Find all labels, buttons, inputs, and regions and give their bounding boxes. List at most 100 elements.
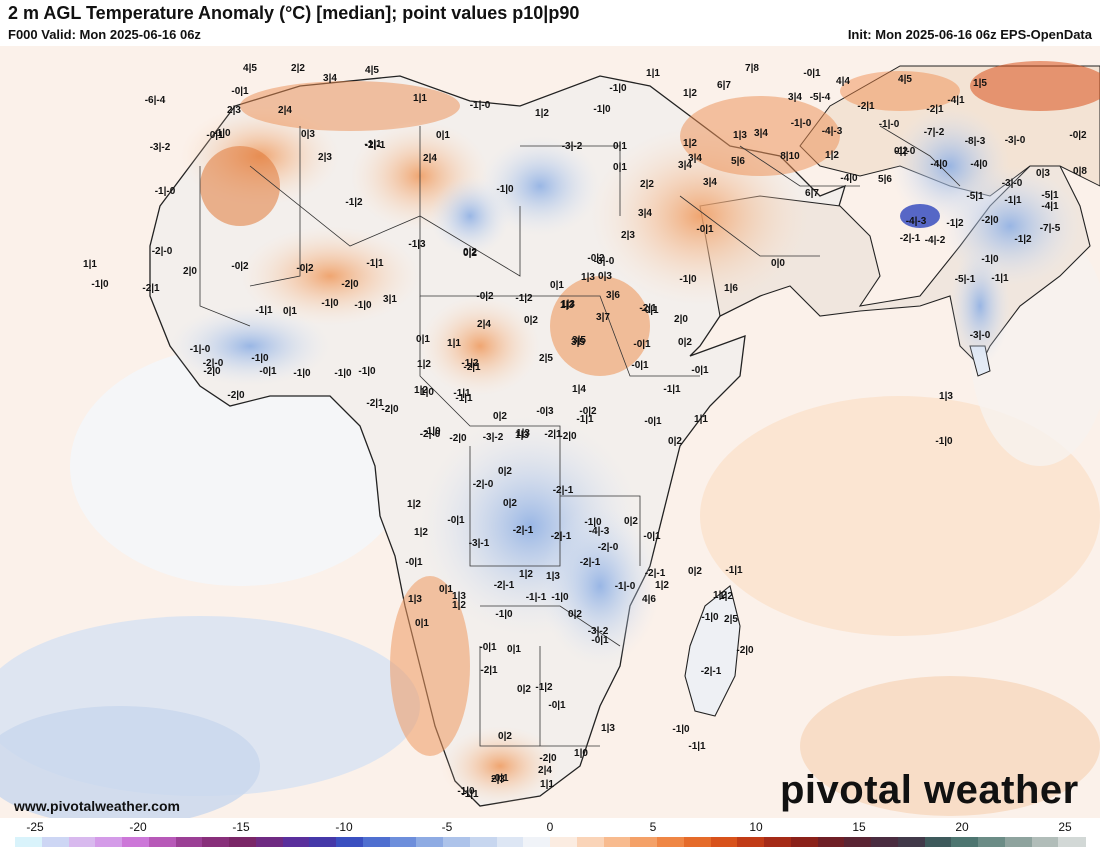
- colorbar-tick-label: 0: [546, 820, 554, 834]
- point-value-label: 1|1: [694, 414, 708, 425]
- anomaly-map[interactable]: 4|5 2|2 3|4 4|5 -6|-4 -0|1 2|3 2|4 -1|0 1|1 -1|-0 1…: [0, 46, 1100, 818]
- point-value-label: -2|1: [142, 283, 160, 294]
- point-value-label: -1|0: [495, 609, 513, 620]
- point-value-label: -1|1: [991, 273, 1009, 284]
- point-value-label: -1|0: [679, 274, 697, 285]
- point-value-label: 2|3: [227, 105, 241, 116]
- point-value-label: 0|2: [688, 566, 702, 577]
- point-value-label: -1|1: [1004, 195, 1022, 206]
- point-value-label: -2|0: [981, 215, 999, 226]
- point-value-label: -2|1: [639, 303, 657, 314]
- point-value-label: 3|7: [596, 312, 610, 323]
- colorbar-swatch: [1031, 837, 1059, 847]
- point-value-label: 3|4: [788, 92, 802, 103]
- point-value-label: 1|3: [560, 300, 574, 311]
- point-value-label: -0|1: [633, 339, 651, 350]
- point-value-label: 0|3: [301, 129, 315, 140]
- point-value-label: 1|3: [516, 428, 530, 439]
- point-value-label: 1|2: [414, 385, 428, 396]
- point-value-label: 1|3: [515, 430, 529, 441]
- point-value-label: -2|-1: [553, 485, 574, 496]
- point-value-label: -2|0: [341, 279, 359, 290]
- point-value-label: 0|1: [613, 162, 627, 173]
- colorbar-swatch: [496, 837, 524, 847]
- point-value-label: -2|-1: [645, 568, 666, 579]
- point-value-label: -6|-4: [145, 95, 166, 106]
- point-value-label: -1|-0: [895, 146, 916, 157]
- point-value-label: -0|2: [1069, 130, 1087, 141]
- point-value-label: -0|2: [587, 253, 605, 264]
- point-value-label: 2|3: [318, 152, 332, 163]
- point-value-label: 3|4: [323, 73, 337, 84]
- point-value-label: 0|8: [1073, 166, 1087, 177]
- colorbar-swatch: [710, 837, 738, 847]
- point-values-layer: 4|5 2|23|44|5-6|-4-0|12|3 2|4-1|01|1-1|-01…: [83, 63, 1087, 800]
- colorbar-swatch: [817, 837, 845, 847]
- point-value-label: 2|4: [477, 319, 491, 330]
- point-value-label: 2|2: [640, 179, 654, 190]
- point-value-label: 6|7: [717, 80, 731, 91]
- point-value-label: 0|1: [439, 584, 453, 595]
- point-value-label: -1|0: [358, 366, 376, 377]
- point-value-label: -2|-0: [152, 246, 173, 257]
- header: 2 m AGL Temperature Anomaly (°C) [median…: [0, 0, 1100, 46]
- point-value-label: -1|1: [455, 393, 473, 404]
- point-value-label: 1|3: [601, 723, 615, 734]
- website-label: www.pivotalweather.com: [14, 798, 180, 814]
- point-value-label: -1|-0: [470, 100, 491, 111]
- colorbar-tick-label: -10: [335, 820, 353, 834]
- point-value-label: -8|-3: [965, 136, 986, 147]
- point-value-label: -4|-2: [925, 235, 946, 246]
- point-value-label: -4|0: [930, 159, 948, 170]
- colorbar-tick-label: -15: [232, 820, 250, 834]
- point-value-label: -2|0: [736, 645, 754, 656]
- point-value-label: -1|-0: [615, 581, 636, 592]
- point-value-label: -1|0: [609, 83, 627, 94]
- point-value-label: -1|-0: [190, 344, 211, 355]
- land-anomaly-shading: [170, 61, 1100, 806]
- point-value-label: 0|0: [771, 258, 785, 269]
- point-value-label: 0|2: [624, 516, 638, 527]
- point-value-label: 2|4: [423, 153, 437, 164]
- colorbar-swatch: [416, 837, 444, 847]
- point-value-label: -2|0: [539, 753, 557, 764]
- point-value-label: 4|4: [836, 76, 850, 87]
- point-value-label: -2|1: [463, 362, 481, 373]
- point-value-label: -1|0: [935, 436, 953, 447]
- point-value-label: -7|-2: [924, 127, 945, 138]
- pivotal-weather-logo: pivotal weather: [780, 768, 1079, 812]
- map-canvas[interactable]: 4|5 2|23|44|5-6|-4-0|12|3 2|4-1|01|1-1|-01…: [0, 46, 1100, 818]
- point-value-label: 2|0: [183, 266, 197, 277]
- point-value-label: 0|2: [463, 248, 477, 259]
- point-value-label: 2|3: [491, 774, 505, 785]
- point-value-label: -3|-1: [469, 538, 490, 549]
- point-value-label: 7|8: [745, 63, 759, 74]
- colorbar-swatch: [336, 837, 364, 847]
- point-value-label: 5|6: [878, 174, 892, 185]
- point-value-label: -4|1: [947, 95, 965, 106]
- point-value-label: -1|1: [453, 388, 471, 399]
- point-value-label: -2|0: [559, 431, 577, 442]
- point-value-label: -0|1: [479, 642, 497, 653]
- point-value-label: 0|1: [416, 334, 430, 345]
- point-value-label: -0|2: [231, 261, 249, 272]
- point-value-label: -1|1: [364, 139, 382, 150]
- colorbar-swatch: [68, 837, 96, 847]
- point-value-label: -2|1: [366, 398, 384, 409]
- point-value-label: -3|-0: [1002, 178, 1023, 189]
- point-value-label: -3|-2: [588, 626, 609, 637]
- point-value-label: -0|2: [296, 263, 314, 274]
- colorbar-swatch: [255, 837, 283, 847]
- point-value-label: 2|4: [538, 765, 552, 776]
- point-value-label: 3|1: [383, 294, 397, 305]
- colorbar-swatch: [362, 837, 390, 847]
- point-value-label: -1|2: [535, 682, 553, 693]
- point-value-label: 1|0: [574, 748, 588, 759]
- point-value-label: -2|-1: [365, 140, 386, 151]
- colorbar-tick-label: -20: [129, 820, 147, 834]
- point-value-label: -2|-1: [701, 666, 722, 677]
- colorbar: -25 -20 -15 -10 -5 0 5 10 15 20 25: [0, 818, 1100, 850]
- point-value-label: 1|2: [414, 527, 428, 538]
- point-value-label: -4|-3: [906, 216, 927, 227]
- point-value-label: -1|0: [213, 128, 231, 139]
